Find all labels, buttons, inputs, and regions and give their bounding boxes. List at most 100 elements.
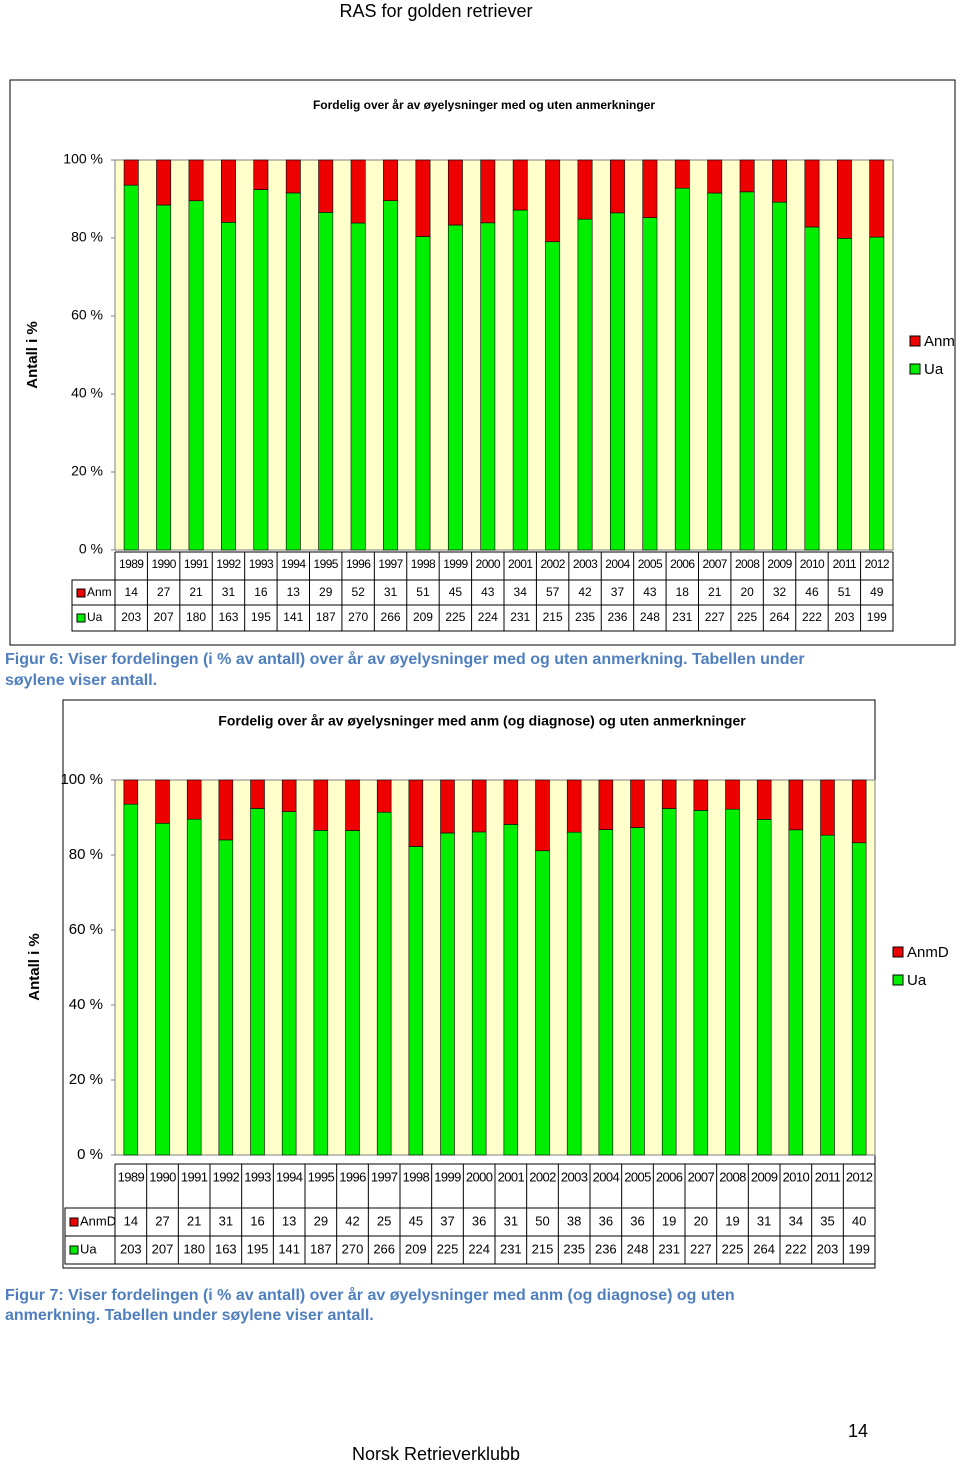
- table-value: 163: [215, 1241, 237, 1256]
- x-tick-label: 2004: [605, 557, 630, 571]
- bar-segment: [447, 224, 463, 551]
- bar-segment: [408, 779, 424, 847]
- table-value: 231: [500, 1241, 522, 1256]
- bar-segment: [186, 779, 202, 820]
- x-tick-label: 1999: [443, 557, 468, 571]
- y-tick-label: 40 %: [69, 996, 103, 1013]
- legend-key: [909, 335, 921, 347]
- table-value: 248: [640, 610, 660, 624]
- table-value: 16: [254, 585, 268, 599]
- table-value: 266: [373, 1241, 395, 1256]
- table-value: 16: [250, 1213, 264, 1228]
- table-value: 270: [348, 610, 368, 624]
- x-tick-label: 2012: [846, 1169, 873, 1184]
- table-row-label: Ua: [80, 1241, 97, 1256]
- bar-segment: [598, 829, 614, 1156]
- table-value: 264: [753, 1241, 775, 1256]
- bar-segment: [345, 830, 360, 1156]
- bar-segment: [851, 779, 867, 844]
- bar-segment: [772, 159, 787, 203]
- y-axis-label: Antall i %: [24, 321, 41, 389]
- bar-segment: [577, 159, 593, 220]
- bar-segment: [313, 830, 329, 1156]
- bar-segment: [383, 200, 398, 551]
- table-value: 207: [152, 1241, 174, 1256]
- bar-segment: [756, 819, 772, 1156]
- table-value: 215: [543, 610, 563, 624]
- table-value: 224: [478, 610, 498, 624]
- table-value: 34: [514, 585, 528, 599]
- bar-segment: [739, 191, 755, 551]
- bar-segment: [123, 184, 139, 551]
- bar-segment: [788, 779, 804, 831]
- bar-segment: [318, 159, 334, 213]
- table-value: 231: [658, 1241, 680, 1256]
- table-value: 266: [381, 610, 401, 624]
- x-tick-label: 1991: [184, 557, 209, 571]
- table-value: 199: [848, 1241, 870, 1256]
- x-tick-label: 1995: [314, 557, 339, 571]
- bar-segment: [674, 159, 690, 189]
- figure-caption: Figur 6: Viser fordelingen (i % av antal…: [5, 650, 805, 689]
- bar-segment: [218, 839, 234, 1156]
- bar-segment: [318, 212, 334, 551]
- x-tick-label: 2011: [815, 1169, 841, 1184]
- bar-segment: [350, 159, 366, 224]
- y-tick-label: 80 %: [69, 846, 103, 863]
- bar-segment: [440, 779, 455, 834]
- bar-segment: [480, 222, 496, 551]
- x-tick-label: 2009: [751, 1169, 778, 1184]
- x-tick-label: 1998: [403, 1169, 430, 1184]
- table-value: 231: [510, 610, 530, 624]
- table-value: 222: [802, 610, 822, 624]
- y-tick-label: 60 %: [69, 921, 103, 938]
- table-legend-key: [69, 1217, 79, 1227]
- x-tick-label: 2011: [833, 557, 857, 571]
- table-value: 32: [773, 585, 787, 599]
- legend-key: [892, 946, 904, 958]
- table-value: 227: [690, 1241, 712, 1256]
- table-value: 225: [437, 1241, 459, 1256]
- bar-segment: [471, 831, 487, 1156]
- y-tick-label: 20 %: [69, 1071, 103, 1088]
- table-value: 29: [314, 1213, 328, 1228]
- table-value: 180: [183, 1241, 205, 1256]
- table-value: 49: [870, 585, 884, 599]
- x-tick-label: 2000: [476, 557, 501, 571]
- bar-segment: [408, 846, 424, 1156]
- table-value: 203: [834, 610, 854, 624]
- bar-segment: [123, 159, 139, 186]
- table-value: 42: [345, 1213, 359, 1228]
- bar-segment: [281, 811, 297, 1156]
- x-tick-label: 1989: [118, 1169, 145, 1184]
- bar-segment: [123, 779, 139, 805]
- x-tick-label: 2001: [508, 557, 533, 571]
- x-tick-label: 1993: [249, 557, 274, 571]
- bar-segment: [221, 159, 236, 223]
- x-tick-label: 2008: [735, 557, 760, 571]
- table-value: 38: [567, 1213, 581, 1228]
- table-legend-key: [76, 613, 86, 623]
- plot-area: [114, 159, 894, 551]
- bar-segment: [313, 779, 329, 831]
- table-value: 248: [627, 1241, 649, 1256]
- table-value: 43: [643, 585, 657, 599]
- plot-area: [114, 779, 876, 1156]
- table-value: 36: [630, 1213, 644, 1228]
- y-tick-label: 0 %: [79, 541, 103, 557]
- bar-segment: [661, 779, 677, 809]
- bar-segment: [545, 159, 561, 243]
- table-value: 203: [121, 610, 141, 624]
- table-value: 50: [535, 1213, 549, 1228]
- bar-segment: [869, 159, 885, 238]
- bar-segment: [415, 159, 431, 237]
- bar-segment: [383, 159, 398, 202]
- x-tick-label: 1992: [213, 1169, 240, 1184]
- bar-segment: [788, 829, 804, 1156]
- bar-segment: [707, 159, 723, 194]
- y-tick-label: 60 %: [71, 307, 103, 323]
- bar-segment: [447, 159, 463, 226]
- table-value: 224: [468, 1241, 490, 1256]
- x-tick-label: 2005: [638, 557, 663, 571]
